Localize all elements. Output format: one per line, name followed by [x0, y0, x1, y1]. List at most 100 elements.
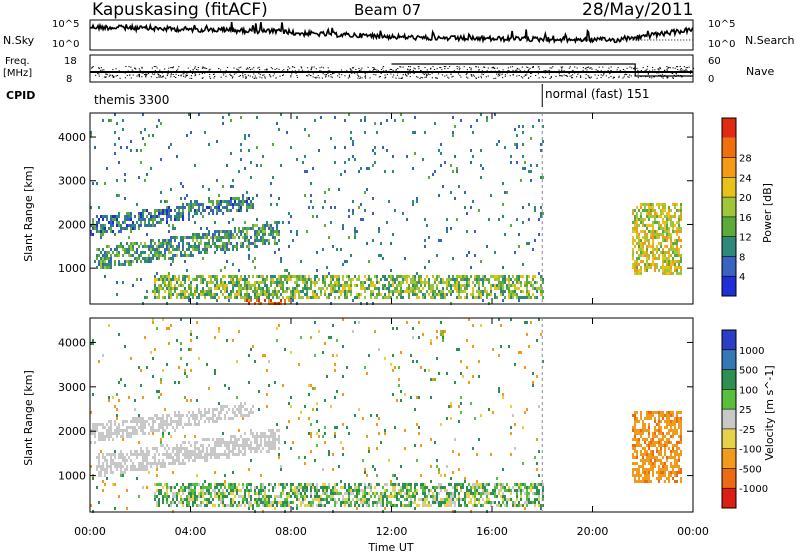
- nave-point: [586, 69, 588, 71]
- echo-cell: [100, 474, 102, 477]
- echo-cell: [154, 284, 156, 287]
- echo-cell: [262, 498, 264, 501]
- echo-cell: [374, 146, 376, 149]
- echo-cell: [98, 360, 100, 363]
- echo-cell: [510, 284, 512, 287]
- echo-cell: [134, 242, 136, 245]
- nave-point: [138, 76, 140, 78]
- nave-point: [156, 67, 158, 69]
- echo-cell: [296, 278, 298, 281]
- echo-cell: [278, 230, 280, 233]
- echo-cell: [380, 242, 382, 245]
- power-panel-cells: [90, 113, 682, 305]
- nave-point: [135, 71, 137, 73]
- echo-cell: [180, 197, 182, 200]
- echo-cell: [444, 293, 446, 296]
- echo-cell: [178, 209, 180, 212]
- nave-point: [167, 70, 169, 72]
- echo-cell: [142, 257, 144, 260]
- echo-cell: [262, 275, 264, 278]
- echo-cell: [154, 281, 156, 284]
- echo-cell: [100, 450, 102, 453]
- echo-cell: [496, 284, 498, 287]
- echo-cell: [468, 251, 470, 254]
- nave-point: [622, 69, 625, 70]
- echo-cell: [660, 215, 662, 218]
- echo-cell: [240, 245, 242, 248]
- echo-cell: [182, 296, 184, 299]
- echo-cell: [248, 284, 250, 287]
- echo-cell: [252, 284, 254, 287]
- echo-cell: [162, 426, 164, 429]
- echo-cell: [180, 447, 182, 450]
- echo-cell: [118, 465, 120, 468]
- echo-cell: [212, 233, 214, 236]
- echo-cell: [482, 284, 484, 287]
- nave-point: [563, 74, 565, 76]
- echo-cell: [226, 203, 228, 206]
- echo-cell: [96, 465, 98, 468]
- echo-cell: [194, 423, 196, 426]
- echo-cell: [352, 330, 354, 333]
- echo-cell: [102, 480, 104, 483]
- echo-cell: [114, 507, 116, 510]
- echo-cell: [188, 450, 190, 453]
- nave-point: [425, 73, 427, 75]
- nave-point: [307, 70, 309, 72]
- nave-point: [566, 74, 568, 76]
- echo-cell: [224, 441, 226, 444]
- echo-cell: [252, 197, 254, 200]
- echo-cell: [186, 134, 188, 137]
- echo-cell: [504, 233, 506, 236]
- echo-cell: [310, 384, 312, 387]
- echo-cell: [190, 498, 192, 501]
- echo-cell: [216, 293, 218, 296]
- echo-cell: [100, 471, 102, 474]
- echo-cell: [236, 408, 238, 411]
- echo-cell: [200, 444, 202, 447]
- echo-cell: [372, 293, 374, 296]
- echo-cell: [296, 495, 298, 498]
- echo-cell: [390, 269, 392, 272]
- echo-cell: [384, 296, 386, 299]
- echo-cell: [514, 251, 516, 254]
- nave-point: [359, 70, 361, 72]
- nave-point: [507, 70, 509, 71]
- echo-cell: [154, 287, 156, 290]
- echo-cell: [244, 278, 246, 281]
- echo-cell: [162, 465, 164, 468]
- nave-point: [194, 75, 196, 77]
- nave-point: [229, 73, 231, 75]
- nave-point: [292, 66, 294, 68]
- echo-cell: [276, 233, 278, 236]
- echo-cell: [192, 450, 194, 453]
- echo-cell: [472, 155, 474, 158]
- echo-cell: [222, 248, 224, 251]
- echo-cell: [98, 218, 100, 221]
- echo-cell: [662, 209, 664, 212]
- nave-point: [300, 66, 302, 68]
- echo-cell: [178, 420, 180, 423]
- nave-point: [427, 73, 429, 75]
- echo-cell: [152, 318, 154, 321]
- echo-cell: [348, 158, 350, 161]
- echo-cell: [432, 293, 434, 296]
- nave-point: [344, 75, 346, 77]
- echo-cell: [526, 293, 528, 296]
- echo-cell: [110, 254, 112, 257]
- echo-cell: [526, 287, 528, 290]
- echo-cell: [156, 483, 158, 486]
- echo-cell: [160, 254, 162, 257]
- echo-cell: [312, 498, 314, 501]
- echo-cell: [230, 281, 232, 284]
- echo-cell: [186, 242, 188, 245]
- echo-cell: [182, 489, 184, 492]
- echo-cell: [242, 197, 244, 200]
- echo-cell: [664, 236, 666, 239]
- echo-cell: [228, 408, 230, 411]
- echo-cell: [120, 242, 122, 245]
- echo-cell: [170, 456, 172, 459]
- echo-cell: [142, 429, 144, 432]
- echo-cell: [212, 438, 214, 441]
- echo-cell: [334, 287, 336, 290]
